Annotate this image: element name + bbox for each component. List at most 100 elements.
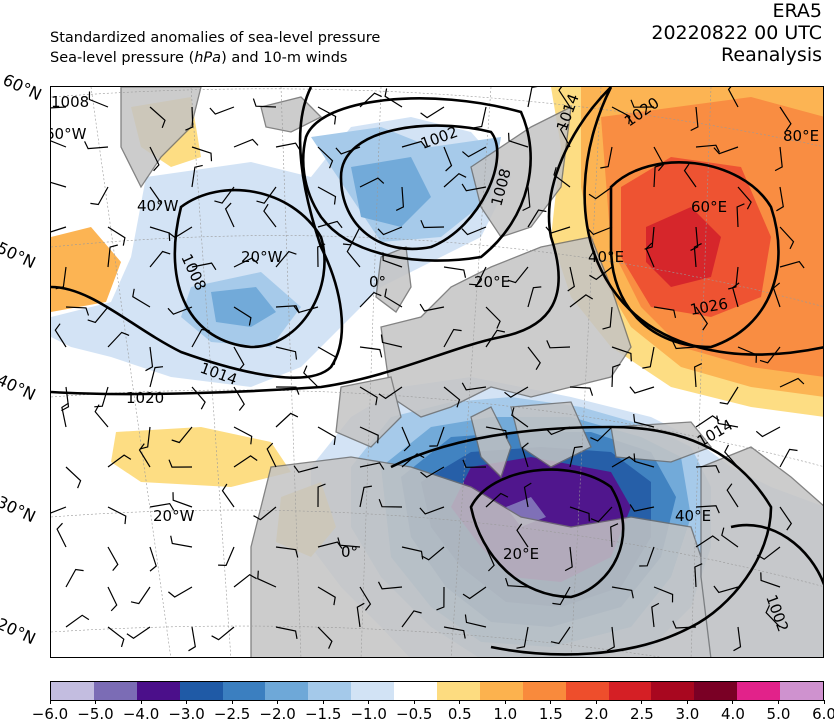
wind-barb xyxy=(275,346,298,360)
colorbar-tick xyxy=(641,700,643,704)
wind-barb xyxy=(185,106,194,131)
wind-barb xyxy=(51,181,67,188)
wind-barb xyxy=(590,506,613,523)
colorbar-tick xyxy=(368,700,370,704)
colorbar-tick-label: −6.0 xyxy=(31,705,69,723)
wind-barb xyxy=(695,465,720,474)
wind-barb xyxy=(630,99,655,108)
wind-barb xyxy=(779,260,805,269)
wind-barb xyxy=(211,626,235,641)
wind-barb xyxy=(461,382,487,391)
colorbar-tick xyxy=(95,700,97,704)
wind-barb xyxy=(149,146,160,172)
colorbar-tick xyxy=(777,700,779,704)
wind-barb xyxy=(233,573,257,588)
wind-barb xyxy=(779,226,795,250)
wind-barb xyxy=(317,243,326,268)
wind-barb xyxy=(462,146,487,158)
wind-barb xyxy=(588,186,613,200)
wind-barb xyxy=(51,140,67,148)
colorbar-tick xyxy=(550,700,552,704)
wind-barb xyxy=(737,186,752,210)
colorbar-tick xyxy=(459,700,461,704)
wind-barb xyxy=(695,306,709,331)
wind-barb xyxy=(359,586,372,611)
wind-barb xyxy=(359,386,378,406)
wind-barb xyxy=(485,546,495,572)
isobar-1014-med xyxy=(390,425,773,656)
wind-barb xyxy=(443,328,462,348)
wind-barb xyxy=(51,106,67,109)
wind-barb xyxy=(611,106,631,125)
wind-barb xyxy=(191,328,210,348)
wind-barb xyxy=(443,146,453,172)
wind-barb xyxy=(51,226,67,233)
isobar-1020-east xyxy=(583,87,823,356)
colorbar-bin xyxy=(608,682,652,700)
wind-barb xyxy=(716,415,739,428)
wind-barb xyxy=(672,620,697,629)
colorbar-bin xyxy=(93,682,137,700)
wind-barb xyxy=(760,572,781,588)
wind-barb xyxy=(602,306,613,330)
wind-barb xyxy=(516,523,529,548)
wind-barb xyxy=(401,610,422,628)
wind-barb xyxy=(401,426,411,452)
wind-barb xyxy=(507,266,529,284)
wind-barb xyxy=(690,226,699,251)
wind-barb xyxy=(233,455,258,468)
wind-barb xyxy=(107,454,132,468)
wind-barb xyxy=(419,303,445,312)
wind-barb xyxy=(420,106,445,119)
wind-barb xyxy=(191,146,213,162)
colorbar-tick xyxy=(686,700,688,704)
colorbar xyxy=(50,681,824,701)
wind-barb xyxy=(590,426,613,442)
wind-barb xyxy=(293,465,319,473)
colorbar-bin xyxy=(394,682,438,700)
map-panel: 1002 1008 1008 1014 1014 1020 1020 1026 … xyxy=(50,86,824,658)
isobar-1008-north xyxy=(301,97,532,262)
wind-barb xyxy=(275,142,301,151)
wind-barb xyxy=(317,426,336,445)
colorbar-bin xyxy=(51,682,94,700)
colorbar-tick xyxy=(277,700,279,704)
wind-barb xyxy=(516,626,529,649)
lon-label: 40°E xyxy=(588,248,624,266)
colorbar-tick-label: 2.5 xyxy=(629,705,654,723)
wind-barb xyxy=(639,546,655,567)
wind-barb xyxy=(233,257,259,268)
colorbar-bin xyxy=(780,682,824,700)
wind-barb xyxy=(55,266,67,290)
wind-barb xyxy=(629,386,655,394)
colorbar-tick-label: 6.0 xyxy=(812,705,834,723)
wind-barb xyxy=(224,202,235,228)
wind-barb xyxy=(695,535,720,548)
wind-barb xyxy=(473,106,487,129)
europe xyxy=(380,236,632,418)
greenland xyxy=(120,87,202,189)
wind-barb xyxy=(401,453,425,468)
anomaly-positive-subtrop xyxy=(111,427,291,487)
wind-barbs xyxy=(51,87,805,652)
wind-barb xyxy=(719,386,739,405)
wind-barb xyxy=(690,106,699,132)
wind-barb xyxy=(733,626,742,652)
wind-barb xyxy=(611,363,621,388)
colorbar-tick xyxy=(413,700,415,704)
wind-barb xyxy=(443,266,467,278)
wind-barb xyxy=(443,626,466,639)
wind-barb xyxy=(359,291,382,308)
isobar-1014-med-inner xyxy=(469,468,625,599)
wind-barb xyxy=(317,346,337,365)
wind-barb xyxy=(380,334,403,348)
wind-barb xyxy=(275,626,298,640)
wind-barb xyxy=(443,172,467,188)
colorbar-tick-label: −3.0 xyxy=(168,705,205,723)
wind-barb xyxy=(233,346,245,371)
wind-barb xyxy=(214,186,235,204)
wind-barb xyxy=(523,482,532,508)
iceland xyxy=(260,96,323,133)
colorbar-tick xyxy=(322,700,324,704)
wind-barb xyxy=(107,244,118,268)
